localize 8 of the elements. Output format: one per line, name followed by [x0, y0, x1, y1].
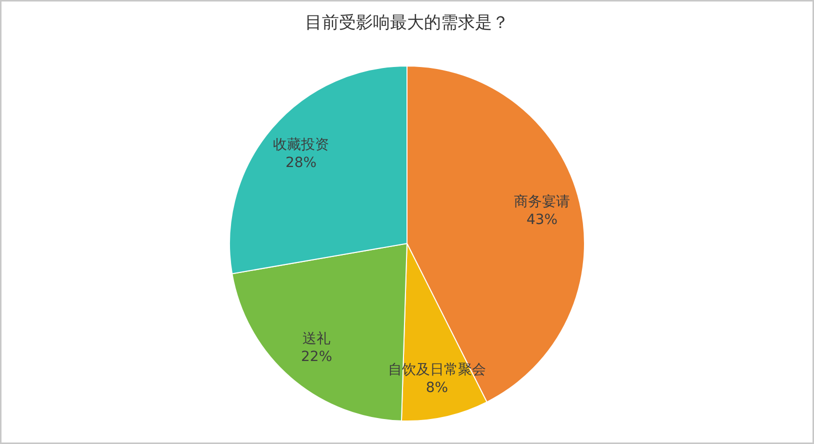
chart-title: 目前受影响最大的需求是？ — [305, 12, 509, 33]
data-label: 8% — [426, 380, 448, 396]
data-label: 43% — [526, 212, 558, 228]
data-label: 28% — [285, 155, 317, 172]
slice-label: 送礼 — [302, 331, 331, 347]
slice-label: 收藏投资 — [273, 137, 329, 153]
data-label: 22% — [301, 349, 332, 366]
slice-label: 商务宴请 — [514, 194, 570, 210]
